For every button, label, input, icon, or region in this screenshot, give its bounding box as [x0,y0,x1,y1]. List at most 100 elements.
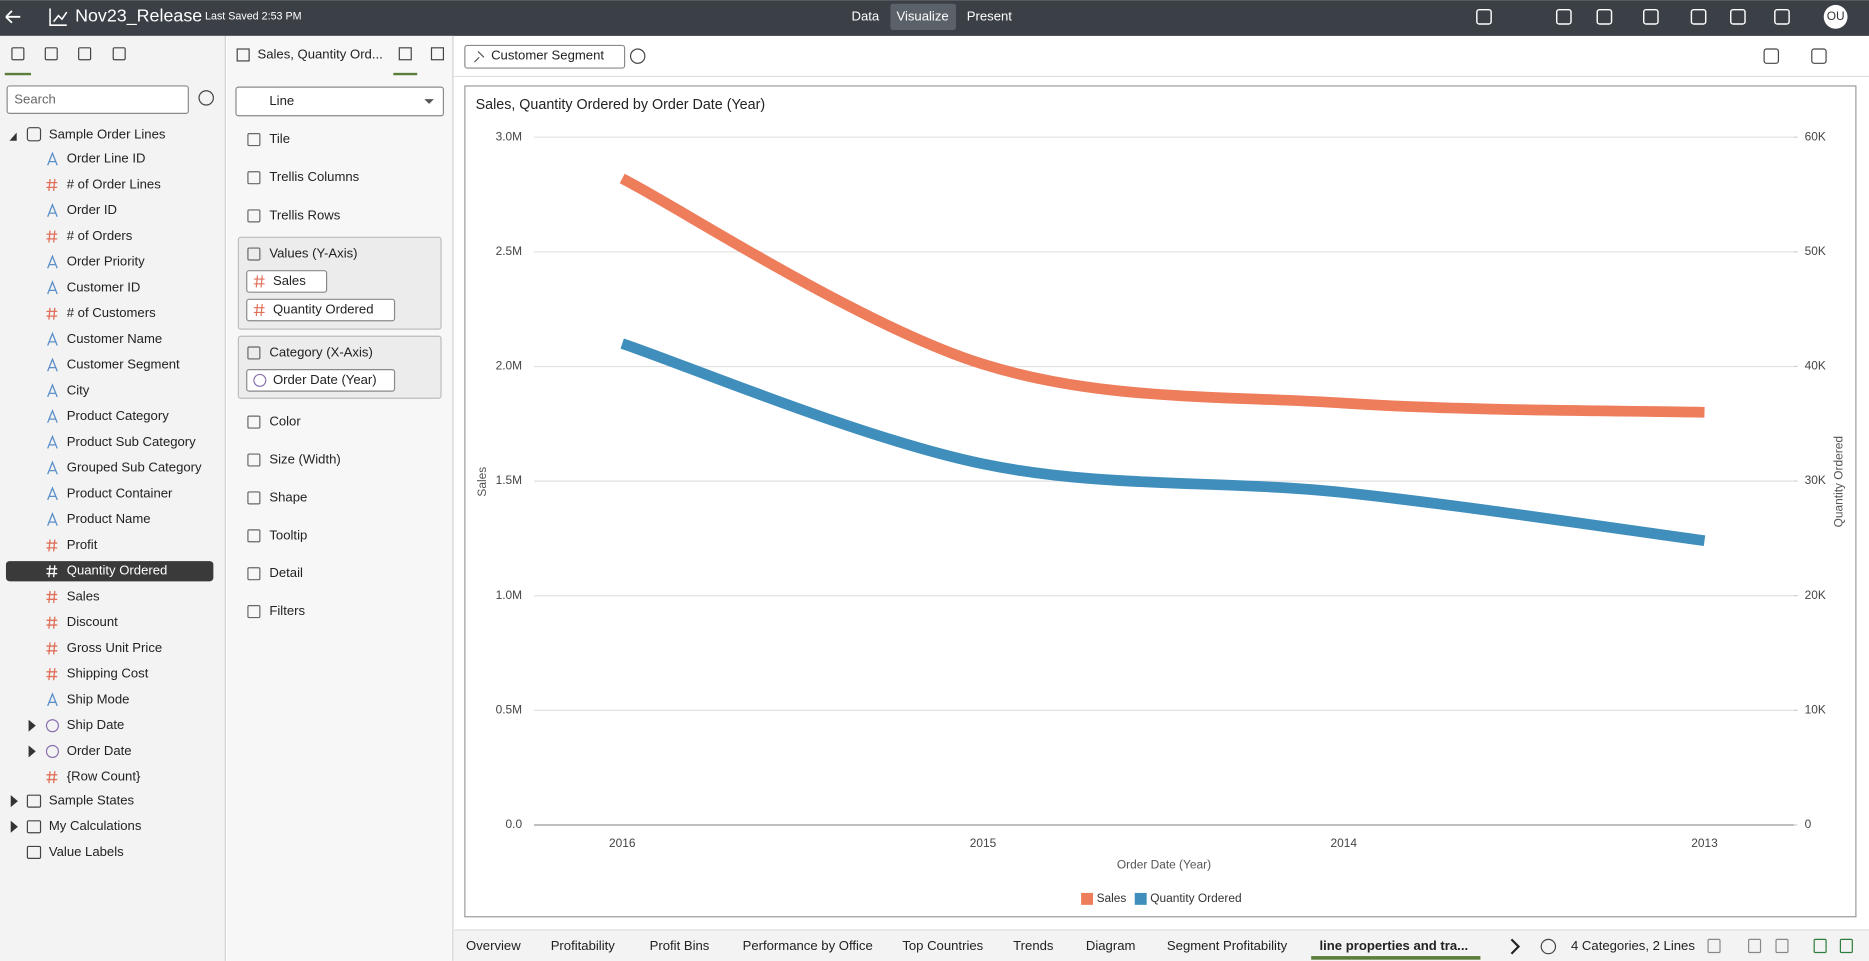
grammar-item[interactable]: Filters [269,603,305,618]
add-data-icon[interactable] [198,90,214,106]
status-icon [1775,938,1789,954]
canvas-tab[interactable]: Diagram [1086,938,1136,953]
tab-scroll-icon[interactable] [1510,938,1521,955]
panel-tab-icon[interactable] [11,47,25,61]
add-tab-icon[interactable] [1540,938,1557,955]
field-item[interactable]: Sales [67,588,100,603]
field-item[interactable]: Customer Segment [67,357,180,372]
grammar-item[interactable]: Tile [269,131,290,146]
measure-icon [46,616,58,629]
panel-tab-icon[interactable] [78,47,92,61]
folder-icon [26,794,42,808]
legend-label: Sales [1097,891,1127,905]
field-item[interactable]: Product Container [67,485,173,500]
attribute-icon [47,460,58,475]
grammar-item[interactable]: Shape [269,489,307,504]
user-avatar[interactable] [1823,4,1848,29]
toolbar-icon[interactable] [1690,8,1707,25]
y2-tick-label: 20K [1805,588,1826,602]
field-item[interactable]: # of Customers [67,305,156,320]
chart-type[interactable]: Line [269,93,294,108]
grammar-item[interactable]: Size (Width) [269,451,340,466]
search-placeholder: Search [14,92,56,107]
field-chip-label[interactable]: Sales [273,273,306,288]
selected-field-bg [5,561,214,582]
toolbar-icon[interactable] [1596,8,1613,25]
field-item[interactable]: Product Category [67,408,169,423]
grammar-item[interactable]: Trellis Columns [269,169,359,184]
field-item[interactable]: Gross Unit Price [67,640,162,655]
date-icon [45,719,60,733]
field-chip-label[interactable]: Quantity Ordered [273,302,374,317]
field-item[interactable]: Order Priority [67,254,145,269]
canvas-tab[interactable]: line properties and tra... [1320,938,1469,953]
filter-chip-label[interactable]: Customer Segment [491,48,604,63]
nav-tab[interactable]: Present [967,8,1013,23]
canvas-tab[interactable]: Profitability [551,938,616,953]
field-item[interactable]: Order Line ID [67,151,146,166]
active-tab-underline [1311,956,1481,960]
toolbar-icon[interactable] [1643,8,1659,25]
canvas-tab[interactable]: Overview [466,938,521,953]
expand-caret [28,719,36,732]
grammar-item[interactable]: Color [269,414,301,429]
canvas-tab[interactable]: Trends [1013,938,1054,953]
panel-tab-icon[interactable] [112,47,126,61]
expand-caret [28,745,36,758]
canvas-tab[interactable]: Top Countries [902,938,983,953]
attribute-icon [47,409,58,423]
nav-tab[interactable]: Data [852,8,880,23]
tree-item[interactable]: Value Labels [49,844,124,859]
canvas-tab[interactable]: Performance by Office [743,938,873,953]
field-item[interactable]: Order Date [67,743,132,758]
app-icon [49,8,68,26]
status-icon [1839,938,1853,954]
field-item[interactable]: Ship Date [67,717,125,732]
field-item[interactable]: City [67,382,90,397]
toolbar-icon[interactable] [1774,8,1790,25]
field-item[interactable]: {Row Count} [67,769,141,784]
attribute-icon [47,331,58,346]
add-filter-icon[interactable] [629,48,646,64]
field-item[interactable]: Customer Name [67,331,162,346]
toolbar-icon[interactable] [1730,8,1746,25]
field-item[interactable]: Grouped Sub Category [67,460,202,475]
field-chip-label[interactable]: Order Date (Year) [273,372,377,387]
attribute-icon [47,357,58,372]
data-source[interactable]: Sample Order Lines [49,126,166,141]
grammar-item[interactable]: Detail [269,565,303,580]
canvas-tab[interactable]: Segment Profitability [1167,938,1288,953]
field-item[interactable]: Profit [67,537,98,552]
measure-icon [46,668,58,681]
canvas-tab[interactable]: Profit Bins [650,938,710,953]
field-item[interactable]: Discount [67,614,118,629]
field-item[interactable]: Order ID [67,202,117,217]
field-item[interactable]: Product Sub Category [67,434,196,449]
grammar-icon [247,133,261,147]
field-item[interactable]: Product Name [67,511,151,526]
field-chip [246,298,396,322]
tree-item[interactable]: My Calculations [49,818,142,833]
tree-item[interactable]: Sample States [49,793,135,808]
grammar-icon [247,567,261,581]
attribute-icon [47,692,58,707]
field-item[interactable]: Customer ID [67,279,141,294]
toolbar-icon[interactable] [1555,8,1572,25]
field-item[interactable]: Shipping Cost [67,666,149,681]
field-item[interactable]: # of Order Lines [67,176,161,191]
attribute-icon [47,280,58,295]
nav-tab[interactable]: Visualize [896,8,948,23]
field-item[interactable]: Ship Mode [67,691,130,706]
field-item[interactable]: Quantity Ordered [67,563,168,578]
grammar-item[interactable]: Tooltip [269,527,307,542]
field-item[interactable]: # of Orders [67,228,133,243]
toolbar-icon[interactable] [1476,8,1492,25]
panel-tab-icon [430,47,445,61]
y-tick-label: 2.0M [496,359,522,373]
field-chip [246,270,328,293]
grammar-panel [226,35,453,961]
panel-tab-icon[interactable] [44,47,58,61]
back-icon[interactable] [5,10,21,24]
grammar-item[interactable]: Trellis Rows [269,207,340,222]
grammar-icon [247,415,261,429]
